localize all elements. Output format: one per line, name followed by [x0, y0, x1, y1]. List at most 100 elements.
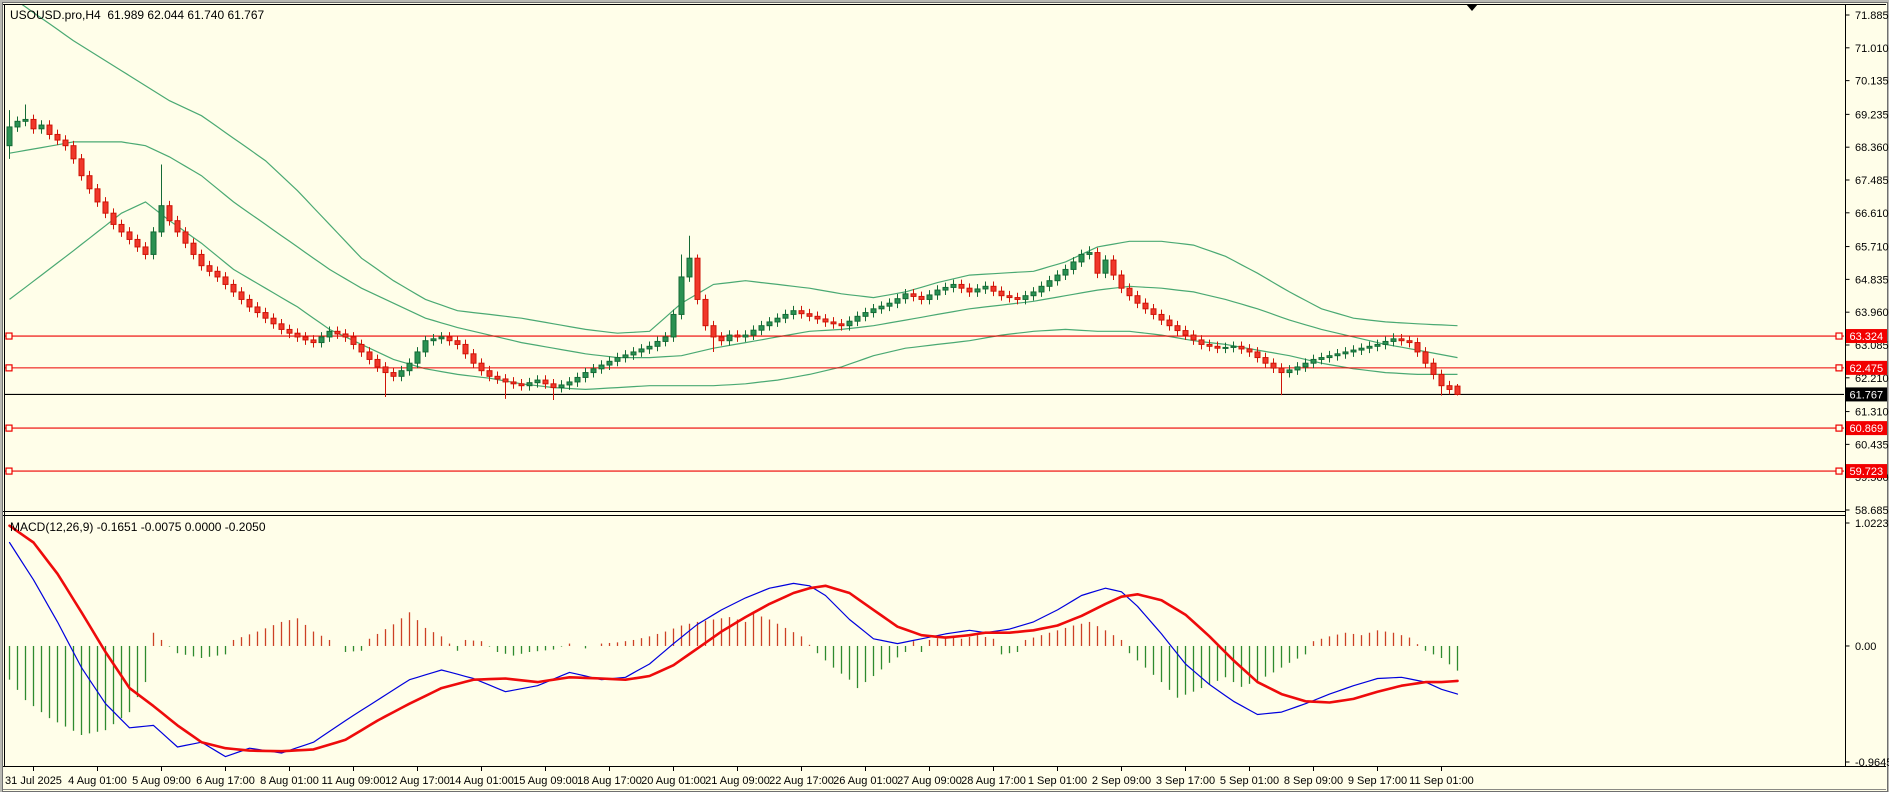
level-drag-handle[interactable] — [1835, 467, 1843, 475]
candle-bearish — [510, 377, 517, 389]
price-axis[interactable]: 71.885 71.010 70.135 69.235 68.360 67.485 66.6… — [1845, 10, 1889, 517]
candle-bullish — [942, 282, 949, 295]
candle-bullish — [1374, 339, 1381, 352]
candle-bearish — [278, 318, 285, 335]
candle-bearish — [1166, 315, 1173, 331]
candle-bearish — [814, 311, 821, 324]
candle-bullish — [1310, 354, 1317, 369]
time-axis[interactable]: 31 Jul 2025 4 Aug 01:00 5 Aug 09:00 6 Aug 1… — [5, 767, 1474, 787]
candle-bearish — [94, 183, 101, 207]
candle-bullish — [1334, 348, 1341, 361]
candle-bearish — [1422, 347, 1429, 369]
candle-bearish — [222, 272, 229, 290]
price-axis-label: 60.435 — [1855, 439, 1889, 451]
candle-bearish — [1206, 339, 1213, 352]
candle-bullish — [1358, 343, 1365, 355]
time-axis-label: 21 Aug 09:00 — [705, 775, 770, 787]
candle-bearish — [286, 324, 293, 339]
level-drag-handle[interactable] — [5, 332, 13, 340]
candle-bullish — [878, 301, 885, 314]
horizontal-level-line[interactable] — [5, 424, 1844, 432]
candle-bullish — [1030, 287, 1037, 301]
level-drag-handle[interactable] — [1835, 332, 1843, 340]
candle-bearish — [342, 329, 349, 342]
candle-bearish — [1438, 369, 1445, 396]
candle-bearish — [966, 283, 973, 297]
time-axis-label: 8 Aug 01:00 — [260, 775, 319, 787]
chart-shift-marker-icon[interactable] — [1466, 4, 1478, 11]
time-axis-label: 8 Sep 09:00 — [1284, 775, 1343, 787]
candle-bearish — [1278, 363, 1285, 396]
candle-bearish — [86, 170, 93, 194]
candle-bullish — [1062, 264, 1069, 280]
horizontal-level-line[interactable] — [5, 467, 1844, 475]
candle-bearish — [262, 307, 269, 324]
candle-bullish — [558, 380, 565, 393]
level-drag-handle[interactable] — [5, 364, 13, 372]
candle-bearish — [62, 135, 69, 151]
level-drag-handle[interactable] — [5, 467, 13, 475]
candle-bearish — [1158, 309, 1165, 325]
candle-bearish — [102, 197, 109, 219]
candle-bullish — [14, 116, 21, 132]
candle-bullish — [1038, 281, 1045, 297]
candle-bearish — [126, 227, 133, 245]
candle-bullish — [398, 365, 405, 382]
time-axis-label: 5 Aug 09:00 — [132, 775, 191, 787]
candle-bullish — [886, 298, 893, 312]
candle-bullish — [150, 227, 157, 260]
candle-bearish — [1406, 335, 1413, 348]
candle-bearish — [462, 339, 469, 359]
level-drag-handle[interactable] — [5, 424, 13, 432]
candle-bullish — [430, 333, 437, 346]
price-axis-label: 66.610 — [1855, 208, 1889, 220]
candle-bearish — [118, 219, 125, 237]
candle-bearish — [734, 330, 741, 342]
candle-bearish — [1094, 247, 1101, 279]
macd-axis[interactable]: 1.0223 0.00 -0.9645 — [1845, 518, 1889, 769]
candle-bearish — [1150, 303, 1157, 320]
candle-bearish — [174, 215, 181, 237]
price-axis-label: 67.485 — [1855, 175, 1889, 187]
candle-bullish — [1302, 358, 1309, 372]
candle-bearish — [518, 378, 525, 391]
level-drag-handle[interactable] — [1835, 364, 1843, 372]
candle-bearish — [310, 335, 317, 348]
candle-bearish — [78, 153, 85, 181]
candle-bearish — [1014, 292, 1021, 305]
candle-bearish — [334, 326, 341, 339]
bollinger-lower — [9, 201, 1458, 391]
symbol-ohlc-title: USOUSD.pro,H4 61.989 62.044 61.740 61.76… — [10, 8, 265, 22]
candle-bearish — [1414, 337, 1421, 357]
candle-bullish — [590, 363, 597, 378]
candle-bullish — [846, 316, 853, 331]
level-drag-handle[interactable] — [1835, 424, 1843, 432]
candle-bullish — [1102, 255, 1109, 279]
candle-bullish — [654, 336, 661, 352]
candle-bearish — [270, 313, 277, 329]
candle-bullish — [6, 110, 13, 159]
candle-bearish — [702, 294, 709, 331]
candle-bullish — [1054, 270, 1061, 286]
candle-bullish — [950, 279, 957, 293]
horizontal-level-line[interactable] — [5, 364, 1844, 372]
price-axis-label: 62.210 — [1855, 373, 1889, 385]
price-axis-label: 61.310 — [1855, 407, 1889, 419]
candle-bullish — [614, 352, 621, 367]
candle-bullish — [686, 235, 693, 282]
candle-bearish — [1198, 335, 1205, 350]
price-axis-label: 58.685 — [1855, 505, 1889, 517]
time-axis-label: 6 Aug 17:00 — [196, 775, 255, 787]
candle-bearish — [694, 254, 701, 305]
candle-bearish — [198, 249, 205, 271]
panel-borders — [3, 4, 1886, 790]
candle-bullish — [870, 303, 877, 318]
candle-bullish — [1390, 333, 1397, 347]
candle-bearish — [830, 317, 837, 329]
horizontal-levels — [5, 332, 1844, 475]
candle-bearish — [806, 308, 813, 322]
macd-indicator-label: MACD(12,26,9) -0.1651 -0.0075 0.0000 -0.… — [10, 520, 266, 534]
horizontal-level-line[interactable] — [5, 332, 1844, 340]
candle-bullish — [638, 344, 645, 357]
